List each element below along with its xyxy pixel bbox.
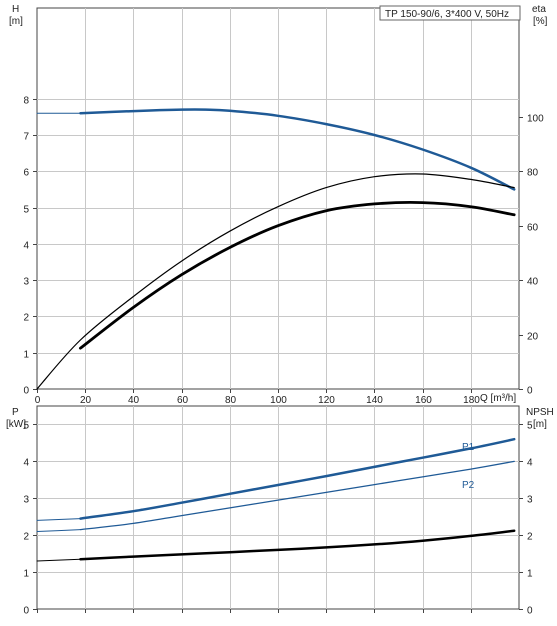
p1-curve-start [36, 518, 81, 521]
x-tick-label: 60 [177, 395, 189, 406]
top-y-right-tick-label: 80 [527, 168, 539, 179]
bottom-y-right-tick-label: 2 [527, 532, 533, 543]
bottom-y-left-tick-label: 2 [23, 532, 29, 543]
top-y-left-tick-label: 1 [23, 350, 29, 361]
bottom-y-left-tick-label: 1 [23, 569, 29, 580]
npsh-curve [79, 529, 516, 561]
x-tick-label: 20 [80, 395, 92, 406]
efficiency-curve-total [79, 201, 516, 350]
bottom-y-right-axis-unit: [m] [533, 419, 547, 430]
bottom-y-left-axis-title: P [12, 407, 19, 418]
top-y-left-tick-label: 3 [23, 277, 29, 288]
bottom-y-left-tick-label: 3 [23, 495, 29, 506]
x-tick-label: 120 [318, 395, 335, 406]
top-y-left-tick-label: 0 [23, 386, 29, 397]
p1-curve [79, 437, 516, 520]
bottom-y-right-tick-label: 0 [527, 606, 533, 617]
top-y-left-tick-label: 2 [23, 313, 29, 324]
bottom-panel-grid: 0 1 2 3 4 5 0 1 2 3 4 5 [23, 405, 533, 617]
top-y-left-tick-label: 5 [23, 205, 29, 216]
x-tick-label: 180 [463, 395, 480, 406]
top-y-right-tick-label: 60 [527, 223, 539, 234]
top-y-left-tick-label: 7 [23, 132, 29, 143]
x-tick-label: 100 [270, 395, 287, 406]
bottom-y-left-tick-label: 0 [23, 606, 29, 617]
bottom-y-right-axis-title: NPSH [526, 407, 554, 418]
title-box-frame [379, 5, 521, 21]
top-y-right-tick-label: 100 [527, 114, 544, 125]
top-y-right-tick-label: 20 [527, 332, 539, 343]
top-y-left-tick-label: 8 [23, 96, 29, 107]
bottom-y-right-tick-label: 5 [527, 421, 533, 432]
bottom-y-right-tick-label: 1 [527, 569, 533, 580]
series-layer [36, 108, 516, 562]
series-label-p1: P1 [462, 442, 475, 453]
head-curve [79, 108, 516, 191]
x-tick-label: 40 [128, 395, 140, 406]
top-y-left-axis-title: H [12, 4, 19, 15]
top-y-left-axis-unit: [m] [9, 16, 23, 27]
top-y-right-axis-unit: [%] [533, 16, 548, 27]
x-tick-label: 160 [415, 395, 432, 406]
top-panel-grid: 0 20 40 60 80 100 120 140 160 1800123456780204060… [23, 7, 544, 406]
series-label-p2: P2 [462, 480, 475, 491]
bottom-y-left-axis-unit: [kW] [6, 419, 26, 430]
x-axis-title: Q [m³/h] [480, 393, 516, 404]
p2-curve [79, 460, 515, 531]
npsh-curve-start [36, 558, 81, 562]
p2-curve-start [36, 529, 81, 532]
x-tick-label: 0 [35, 395, 41, 406]
label-layer: H [m] eta [%] Q [m³/h] P [kW] NPSH [m] T… [6, 4, 554, 491]
top-y-left-tick-label: 6 [23, 168, 29, 179]
top-y-right-tick-label: 0 [527, 386, 533, 397]
top-y-right-axis-title: eta [532, 4, 546, 15]
bottom-y-right-tick-label: 4 [527, 458, 533, 469]
title-box-text: TP 150-90/6, 3*400 V, 50Hz [385, 9, 509, 20]
x-tick-label: 80 [225, 395, 237, 406]
bottom-y-left-tick-label: 5 [23, 421, 29, 432]
bottom-y-left-tick-label: 4 [23, 458, 29, 469]
x-tick-label: 140 [366, 395, 383, 406]
efficiency-curve-hydraulic [36, 173, 515, 390]
bottom-y-right-tick-label: 3 [527, 495, 533, 506]
top-y-right-tick-label: 40 [527, 277, 539, 288]
top-y-left-tick-label: 4 [23, 241, 29, 252]
